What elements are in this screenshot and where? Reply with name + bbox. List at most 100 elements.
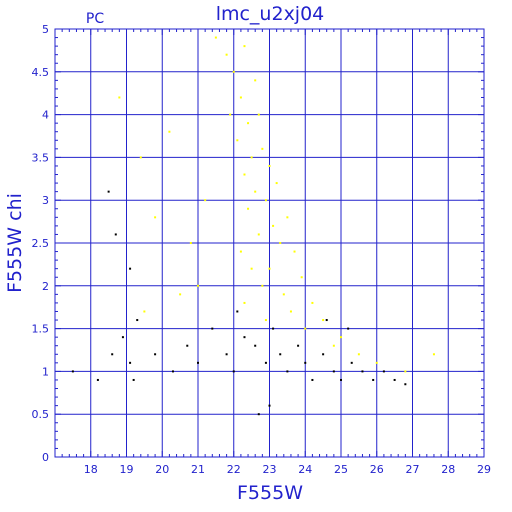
data-point-yellow xyxy=(282,293,285,296)
data-point-yellow xyxy=(250,156,253,159)
data-point-yellow xyxy=(279,242,282,244)
data-point-yellow xyxy=(257,113,260,116)
y-axis-label: F555W chi xyxy=(4,193,26,293)
data-point-yellow xyxy=(204,199,207,202)
data-point-yellow xyxy=(293,250,296,253)
data-point-yellow xyxy=(143,310,146,313)
data-point-yellow xyxy=(432,353,435,356)
x-tick-label: 19 xyxy=(120,463,134,476)
data-point-black xyxy=(236,310,239,313)
y-tick-label: 2 xyxy=(42,280,49,293)
data-point-black xyxy=(121,336,124,339)
data-point-black xyxy=(107,190,110,193)
y-tick-label: 3.5 xyxy=(32,151,50,164)
data-point-black xyxy=(340,378,342,381)
data-point-yellow xyxy=(168,130,171,133)
data-point-yellow xyxy=(304,327,307,330)
data-point-yellow xyxy=(272,224,275,227)
data-point-black xyxy=(332,370,335,373)
data-point-black xyxy=(132,378,135,381)
y-tick-label: 5 xyxy=(42,23,49,36)
data-point-black xyxy=(225,353,228,356)
data-point-yellow xyxy=(154,216,157,219)
data-point-black xyxy=(154,353,157,356)
data-point-black xyxy=(111,353,114,356)
data-point-yellow xyxy=(275,182,278,185)
data-point-black xyxy=(404,383,407,386)
data-point-yellow xyxy=(286,216,289,219)
data-point-yellow xyxy=(118,96,121,99)
data-point-yellow xyxy=(404,370,407,373)
x-axis-label: F555W xyxy=(237,482,303,504)
data-point-black xyxy=(272,327,275,330)
data-point-yellow xyxy=(375,361,378,364)
x-tick-label: 21 xyxy=(191,463,205,476)
data-point-yellow xyxy=(254,79,257,82)
series-yellow-points xyxy=(118,36,435,373)
data-point-black xyxy=(347,327,350,330)
data-point-black xyxy=(254,344,257,347)
data-point-black xyxy=(243,336,246,339)
x-tick-label: 20 xyxy=(155,463,169,476)
y-tick-labels: 0 0.5 1 1.5 2 2.5 3 3.5 4 4.5 5 xyxy=(32,23,50,464)
data-point-yellow xyxy=(250,267,253,270)
data-point-black xyxy=(129,267,132,270)
series-black-points xyxy=(71,190,407,416)
data-point-yellow xyxy=(340,336,342,339)
data-point-black xyxy=(393,378,396,381)
y-tick-label: 2.5 xyxy=(32,237,50,250)
data-point-yellow xyxy=(225,53,228,56)
data-point-black xyxy=(304,361,307,364)
y-tick-label: 0 xyxy=(42,451,49,464)
data-point-black xyxy=(114,233,117,236)
data-point-yellow xyxy=(247,122,250,125)
data-point-yellow xyxy=(268,164,271,167)
data-point-black xyxy=(350,361,353,364)
data-point-yellow xyxy=(239,96,242,99)
x-tick-label: 24 xyxy=(298,463,312,476)
data-point-yellow xyxy=(322,319,325,322)
data-point-black xyxy=(311,378,314,381)
x-tick-label: 23 xyxy=(263,463,277,476)
data-point-yellow xyxy=(139,156,142,159)
data-point-black xyxy=(136,319,139,322)
data-point-yellow xyxy=(311,301,314,304)
data-point-yellow xyxy=(232,70,235,73)
data-point-black xyxy=(232,370,235,373)
chart-title: lmc_u2xj04 xyxy=(216,3,325,25)
data-point-yellow xyxy=(261,284,264,287)
x-tick-label: 28 xyxy=(441,463,455,476)
data-point-yellow xyxy=(239,250,242,253)
data-point-yellow xyxy=(197,284,199,287)
x-tick-label: 26 xyxy=(370,463,384,476)
data-point-black xyxy=(257,413,260,416)
y-tick-label: 1.5 xyxy=(32,323,50,336)
data-point-yellow xyxy=(229,113,232,116)
data-point-black xyxy=(297,344,300,347)
data-point-yellow xyxy=(300,276,303,279)
data-point-yellow xyxy=(264,199,267,202)
y-tick-label: 4 xyxy=(42,109,49,122)
data-point-black xyxy=(361,370,364,373)
data-point-yellow xyxy=(236,139,239,142)
x-tick-label: 29 xyxy=(477,463,491,476)
corner-label: PC xyxy=(86,11,104,27)
data-point-black xyxy=(264,361,267,364)
data-point-yellow xyxy=(289,310,292,313)
data-point-yellow xyxy=(254,190,257,193)
data-point-black xyxy=(322,353,325,356)
y-tick-label: 1 xyxy=(42,365,49,378)
data-point-black xyxy=(382,370,385,373)
data-point-yellow xyxy=(243,45,246,48)
data-point-yellow xyxy=(357,353,360,356)
data-point-black xyxy=(286,370,289,373)
y-tick-label: 4.5 xyxy=(32,66,50,79)
data-point-black xyxy=(211,327,214,330)
data-point-black xyxy=(96,378,99,381)
data-point-black xyxy=(71,370,74,373)
data-point-yellow xyxy=(179,293,182,296)
data-point-black xyxy=(171,370,174,373)
x-tick-label: 18 xyxy=(84,463,98,476)
data-point-yellow xyxy=(268,267,271,270)
data-point-yellow xyxy=(332,344,335,347)
